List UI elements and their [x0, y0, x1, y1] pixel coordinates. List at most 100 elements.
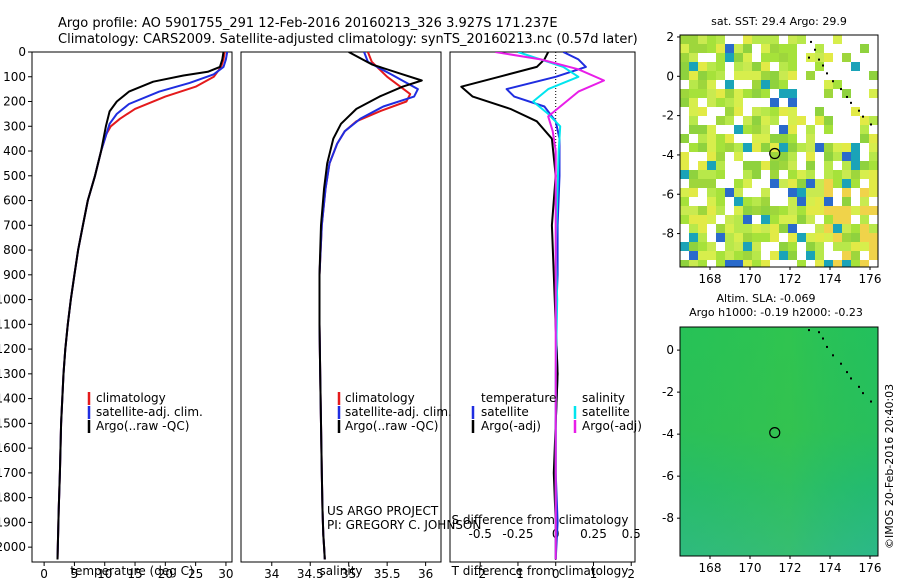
- sst-cell: [860, 260, 869, 267]
- sst-cell: [779, 242, 788, 251]
- sst-cell: [824, 161, 833, 170]
- sst-cell: [707, 242, 716, 251]
- sst-cell: [734, 251, 743, 260]
- x-tick-label: 5: [71, 567, 79, 580]
- sst-cell: [707, 98, 716, 107]
- sst-cell: [851, 206, 860, 215]
- sst-cell: [779, 125, 788, 134]
- map-lat-label: 2: [666, 30, 674, 44]
- sst-cell: [869, 242, 878, 251]
- sst-cell: [842, 152, 851, 161]
- temperature-x-axis: 0 5 10 15 20 25 30: [40, 562, 234, 580]
- sst-cell: [788, 44, 797, 53]
- sst-cell: [743, 125, 752, 134]
- sst-cell: [707, 170, 716, 179]
- sst-map-coastline: [808, 40, 872, 126]
- sst-cell: [770, 53, 779, 62]
- map-lat-label: 0: [666, 69, 674, 83]
- sst-cell: [797, 35, 806, 44]
- x-tick-label: 25: [188, 567, 203, 580]
- sst-cell: [824, 116, 833, 125]
- sst-cell: [734, 98, 743, 107]
- island-dot: [858, 109, 860, 112]
- sst-cell: [716, 62, 725, 71]
- sst-cell: [725, 224, 734, 233]
- sst-cell: [842, 242, 851, 251]
- sst-cell: [725, 98, 734, 107]
- series-line-climatology: [56, 52, 226, 560]
- sst-cell: [842, 143, 851, 152]
- sst-cell: [707, 89, 716, 98]
- island-dot: [850, 101, 852, 104]
- sst-cell: [752, 134, 761, 143]
- island-dot: [840, 88, 842, 91]
- sst-cell: [842, 260, 851, 267]
- depth-axis: 0 100 200 300 400 500 600 700 800 900 1000 1100 1200…: [0, 45, 32, 554]
- sst-cell: [779, 44, 788, 53]
- sst-cell: [842, 206, 851, 215]
- sst-cell: [743, 116, 752, 125]
- sst-cell: [824, 188, 833, 197]
- sst-cell: [842, 53, 851, 62]
- depth-tick-label: 1400: [0, 392, 26, 406]
- map-lat-label: -8: [662, 227, 674, 241]
- sst-cell: [779, 53, 788, 62]
- sst-cell: [725, 116, 734, 125]
- sst-cell: [761, 188, 770, 197]
- salinity-x-axis: 34 34.5 35 35.5 36: [264, 562, 433, 580]
- sst-cell: [734, 53, 743, 62]
- sst-cell: [725, 89, 734, 98]
- sst-cell: [851, 224, 860, 233]
- temperature-lines: [56, 52, 229, 560]
- sst-cell: [707, 62, 716, 71]
- sst-cell: [743, 62, 752, 71]
- island-dot: [818, 331, 820, 334]
- sst-cell: [770, 98, 779, 107]
- sst-cell: [698, 206, 707, 215]
- sla-map-title-2: Argo h1000: -0.19 h2000: -0.23: [689, 306, 863, 319]
- depth-tick-label: 1000: [0, 293, 26, 307]
- sst-cell: [851, 170, 860, 179]
- sst-cell: [869, 188, 878, 197]
- series-line-t-argo-adj-: [460, 52, 559, 560]
- sst-cell: [689, 188, 698, 197]
- sst-cell: [752, 71, 761, 80]
- sst-cell: [833, 215, 842, 224]
- sst-cell: [698, 107, 707, 116]
- sst-cell: [689, 170, 698, 179]
- sst-cell: [752, 251, 761, 260]
- island-dot: [826, 72, 828, 75]
- sst-cell: [707, 215, 716, 224]
- sst-cell: [761, 116, 770, 125]
- sst-cell: [761, 62, 770, 71]
- island-dot: [846, 371, 848, 374]
- sst-cell: [860, 161, 869, 170]
- sst-cell: [779, 251, 788, 260]
- legend-header-temperature: temperature: [481, 391, 556, 405]
- sst-cell: [689, 206, 698, 215]
- sst-cell: [806, 206, 815, 215]
- sst-cell: [752, 116, 761, 125]
- sst-cell: [698, 179, 707, 188]
- sst-cell: [779, 89, 788, 98]
- sst-cell: [716, 134, 725, 143]
- sst-cell: [689, 143, 698, 152]
- sst-cell: [761, 143, 770, 152]
- sst-cell: [698, 89, 707, 98]
- sst-cell: [869, 152, 878, 161]
- sst-cell: [797, 170, 806, 179]
- s-tick-label: -0.25: [502, 527, 533, 541]
- sst-cell: [752, 161, 761, 170]
- sst-cell: [689, 35, 698, 44]
- sst-cell: [860, 206, 869, 215]
- depth-tick-label: 400: [3, 144, 26, 158]
- difference-legend: temperature salinity satellite Argo(-adj…: [471, 391, 642, 433]
- sst-cell: [797, 233, 806, 242]
- sst-cell: [743, 179, 752, 188]
- depth-tick-label: 700: [3, 218, 26, 232]
- sst-cell: [824, 179, 833, 188]
- sst-cell: [869, 161, 878, 170]
- island-dot: [832, 354, 834, 357]
- map-lat-label: 0: [666, 343, 674, 357]
- sst-cell: [815, 188, 824, 197]
